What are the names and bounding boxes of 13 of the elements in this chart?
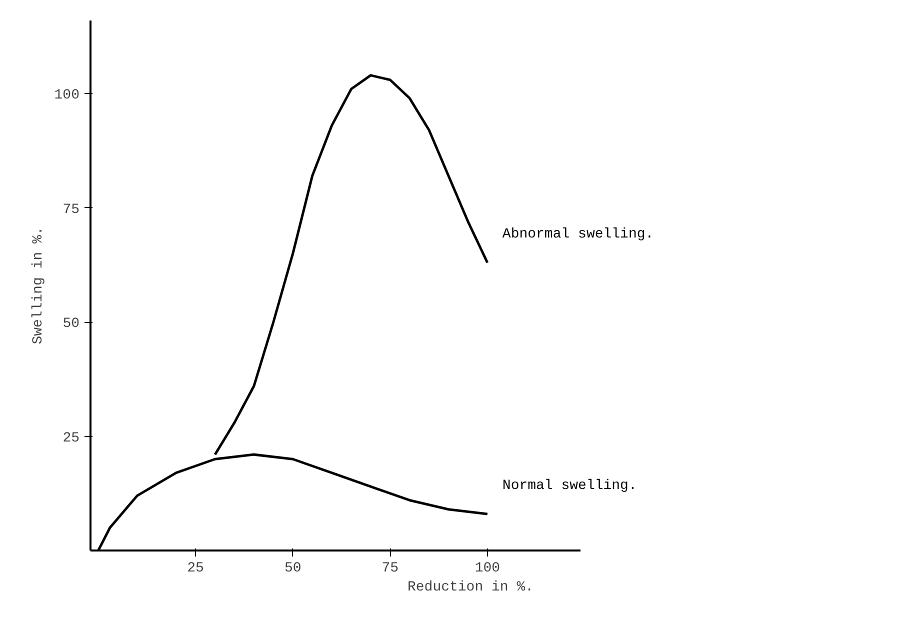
y-tick-label: 100 [54,88,80,104]
x-tick-label: 25 [187,560,204,576]
x-tick-label: 75 [382,560,399,576]
y-tick-label: 75 [62,202,80,218]
x-tick-label: 50 [284,560,302,576]
y-axis-title: Swelling in %. [30,226,46,344]
y-tick-label: 50 [62,316,80,332]
line-series [214,74,489,456]
series-label: Normal swelling. [502,478,637,494]
x-tick-label: 100 [474,560,500,576]
x-axis-title: Reduction in %. [407,580,534,596]
y-tick-label: 25 [62,430,80,446]
series-label: Abnormal swelling. [502,226,654,243]
